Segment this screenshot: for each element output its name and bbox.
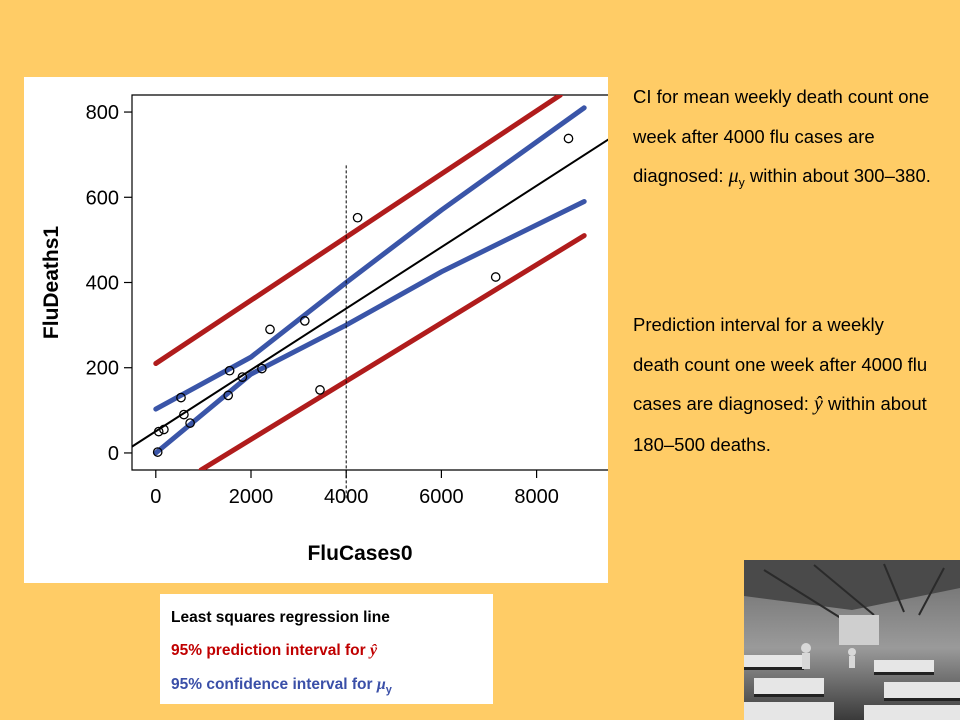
ci-note: CI for mean weekly death count one week … (633, 77, 933, 203)
data-point (153, 426, 164, 437)
data-point (159, 424, 169, 435)
legend-least-squares-label: Least squares regression line (171, 609, 390, 626)
y-tick-label: 0 (108, 443, 119, 465)
ci-note-text-end: within about 300–380. (744, 165, 931, 186)
data-point (315, 385, 325, 395)
data-point (299, 316, 310, 326)
plot-panel: 0 200 400 600 800 0 2000 4000 6000 8000 FluCases0 F… (24, 77, 608, 583)
data-point (176, 392, 186, 403)
pi-note-text: Prediction interval for a weekly death c… (633, 314, 928, 414)
legend-mu-subscript: y (385, 684, 392, 697)
legend-prediction-label: 95% prediction interval for (171, 642, 370, 659)
pi-note-text-end: within about 180–500 deaths. (633, 393, 927, 455)
data-point (265, 324, 275, 335)
pi-note: Prediction interval for a weekly death c… (633, 305, 933, 464)
legend-confidence-label: 95% confidence interval for (171, 676, 377, 693)
x-tick-label: 2000 (229, 486, 274, 508)
pi-yhat-symbol: ŷ (814, 393, 823, 415)
prediction-band-lower (198, 233, 587, 470)
legend-item-prediction-interval: 95% prediction interval for ŷ (171, 642, 377, 660)
y-axis-label: FluDeaths1 (40, 226, 63, 340)
photo-drawing (744, 560, 960, 720)
plot-area (132, 95, 608, 470)
data-point (257, 363, 267, 374)
legend-item-confidence-interval: 95% confidence interval for μy (171, 676, 392, 696)
legend-yhat-symbol: ŷ (369, 642, 378, 659)
y-tick-label: 600 (86, 187, 119, 209)
data-point (237, 372, 248, 382)
y-tick-label: 800 (86, 102, 119, 124)
regression-line (132, 138, 608, 448)
data-point (224, 365, 235, 376)
data-point (223, 390, 234, 401)
x-tick-label: 0 (150, 486, 161, 508)
x-tick-label: 6000 (419, 486, 464, 508)
legend-mu-symbol: μ (376, 676, 386, 693)
data-point (490, 272, 501, 282)
data-point (179, 409, 189, 420)
ci-mu-symbol: μ (728, 165, 739, 187)
y-tick-label: 200 (86, 358, 119, 380)
y-tick-label: 400 (86, 273, 119, 295)
x-axis-label: FluCases0 (307, 542, 412, 565)
legend-item-least-squares: Least squares regression line (171, 609, 390, 627)
data-point (152, 447, 163, 457)
prediction-band-upper (153, 95, 563, 366)
historical-hospital-ward-photo (744, 560, 960, 720)
legend: Least squares regression line 95% predic… (160, 594, 493, 704)
ci-mu-subscript: y (738, 175, 745, 190)
confidence-band-lower (153, 199, 587, 456)
x-tick-label: 8000 (514, 486, 559, 508)
ci-note-text: CI for mean weekly death count one week … (633, 86, 930, 186)
data-point (563, 133, 574, 144)
data-point (352, 212, 363, 223)
data-point (185, 418, 195, 428)
